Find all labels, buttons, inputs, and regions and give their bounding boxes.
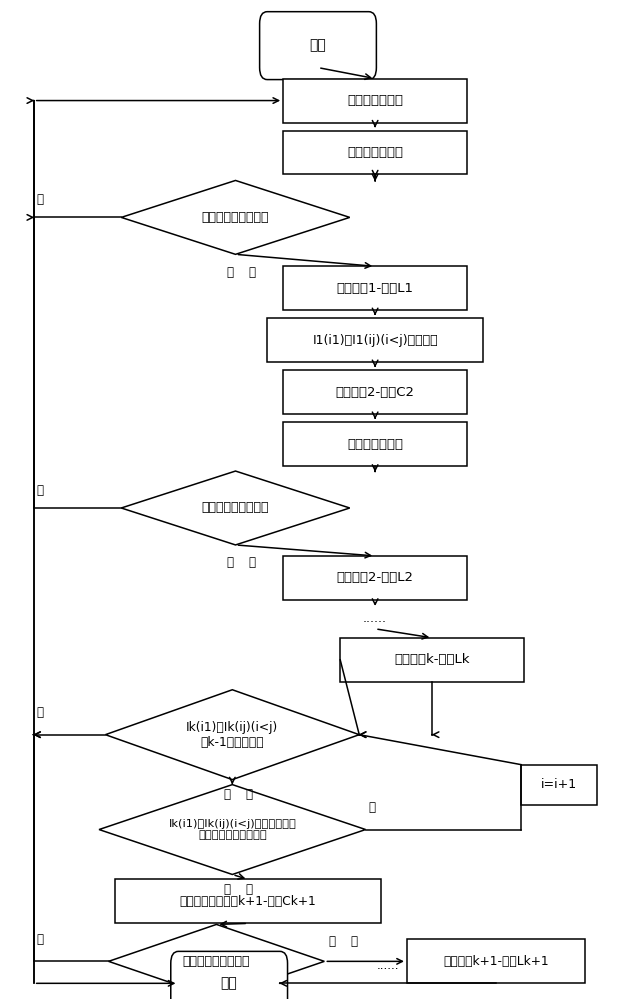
Polygon shape: [99, 785, 366, 874]
Text: 扫描分组数据库: 扫描分组数据库: [347, 94, 403, 107]
Text: Ik(i1)、Ik(ij)(i<j)
前k-1项是否相同: Ik(i1)、Ik(ij)(i<j) 前k-1项是否相同: [186, 721, 279, 749]
Polygon shape: [121, 180, 350, 254]
Polygon shape: [106, 690, 359, 780]
Text: 是    、: 是 、: [329, 935, 359, 948]
Text: 是否大于最小支持数: 是否大于最小支持数: [183, 955, 250, 968]
FancyBboxPatch shape: [259, 12, 377, 80]
Text: 否: 否: [369, 801, 376, 814]
FancyBboxPatch shape: [171, 951, 287, 1000]
Bar: [340, 638, 524, 682]
Text: 否: 否: [37, 484, 44, 497]
Text: i=i+1: i=i+1: [541, 778, 577, 791]
Text: 是    、: 是 、: [224, 788, 253, 801]
Text: 链接操作生成候选k+1-项集Ck+1: 链接操作生成候选k+1-项集Ck+1: [180, 895, 317, 908]
Text: 生成频繁k+1-项集Lk+1: 生成频繁k+1-项集Lk+1: [443, 955, 548, 968]
Bar: [115, 879, 382, 923]
Bar: [283, 422, 467, 466]
Text: Ik(i1)、Ik(ij)(i<j)是否含有同一
个监测点的不同属性值: Ik(i1)、Ik(ij)(i<j)是否含有同一 个监测点的不同属性值: [169, 819, 296, 840]
Text: 否: 否: [37, 193, 44, 206]
Bar: [283, 79, 467, 123]
Text: 否: 否: [37, 706, 44, 719]
Polygon shape: [109, 924, 324, 998]
Bar: [407, 939, 584, 983]
Text: 生成频繁2-项集L2: 生成频繁2-项集L2: [336, 571, 413, 584]
Text: 生成候选2-项集C2: 生成候选2-项集C2: [336, 386, 415, 399]
Text: 计算项集支持数: 计算项集支持数: [347, 146, 403, 159]
Text: 是    、: 是 、: [227, 556, 256, 569]
Text: 是否大于最小支持数: 是否大于最小支持数: [202, 501, 269, 514]
Text: 开始: 开始: [310, 39, 326, 53]
Polygon shape: [121, 471, 350, 545]
Text: ......: ......: [377, 959, 399, 972]
Text: 是    、: 是 、: [224, 883, 253, 896]
Bar: [267, 318, 483, 362]
Bar: [521, 765, 597, 805]
Text: 生成频繁1-项集L1: 生成频繁1-项集L1: [336, 282, 413, 295]
Text: 结束: 结束: [221, 976, 237, 990]
Text: 生成频繁k-项集Lk: 生成频繁k-项集Lk: [394, 653, 470, 666]
Bar: [283, 131, 467, 174]
Text: 否: 否: [37, 933, 44, 946]
Bar: [283, 370, 467, 414]
Bar: [283, 556, 467, 600]
Text: ......: ......: [363, 612, 387, 625]
Text: 是否大于最小支持数: 是否大于最小支持数: [202, 211, 269, 224]
Bar: [283, 266, 467, 310]
Text: I1(i1)、I1(ij)(i<j)链接操作: I1(i1)、I1(ij)(i<j)链接操作: [312, 334, 438, 347]
Text: 计算项集支持数: 计算项集支持数: [347, 438, 403, 451]
Text: 是    、: 是 、: [227, 266, 256, 279]
